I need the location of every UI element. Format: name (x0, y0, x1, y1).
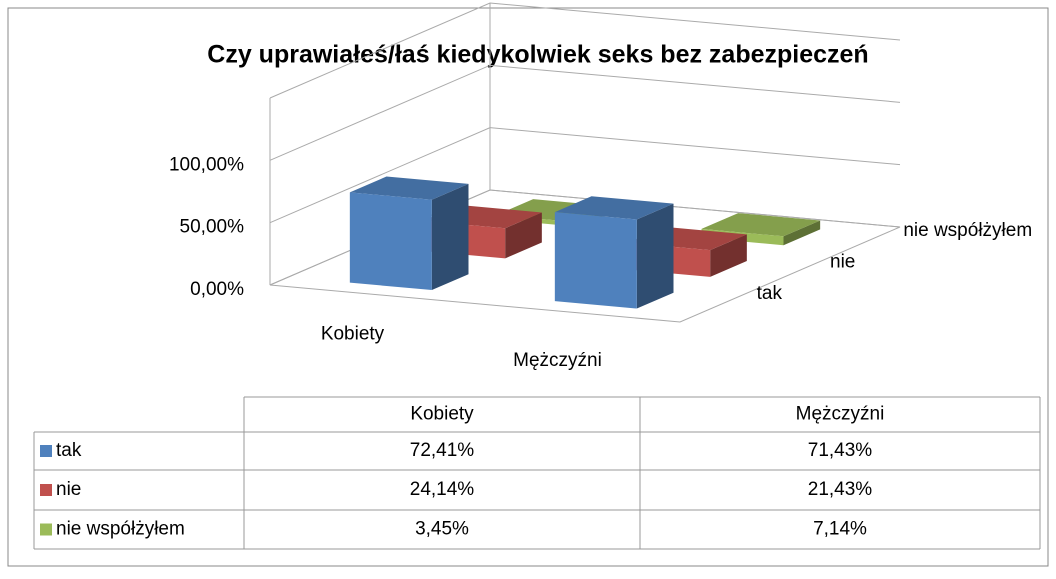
legend-label: tak (56, 440, 82, 461)
table-header: Mężczyźni (796, 404, 885, 425)
y-tick-label: 50,00% (180, 217, 245, 238)
legend-label: nie (56, 479, 81, 500)
bar-side (783, 220, 821, 246)
legend-swatch (40, 445, 52, 457)
table-value: 3,45% (415, 519, 469, 540)
table-header: Kobiety (410, 404, 474, 425)
table-value: 21,43% (808, 479, 873, 500)
table-value: 72,41% (410, 440, 475, 461)
grid-line (269, 64, 901, 161)
legend-label: nie współżyłem (56, 519, 185, 540)
table-value: 7,14% (813, 519, 867, 540)
table-value: 71,43% (808, 440, 873, 461)
wall-edge (269, 2, 901, 99)
y-tick-label: 100,00% (169, 154, 244, 175)
bar (349, 192, 432, 291)
depth-label: nie współżyłem (903, 220, 1032, 241)
y-tick-label: 0,00% (190, 279, 244, 300)
depth-label: tak (757, 283, 783, 304)
x-tick-label: Mężczyźni (513, 350, 602, 371)
grid-line (269, 189, 901, 286)
grid-line (269, 127, 901, 224)
x-tick-label: Kobiety (321, 323, 385, 344)
table-value: 24,14% (410, 479, 475, 500)
bar-side (636, 203, 674, 309)
chart-frame (7, 7, 1049, 567)
legend-swatch (40, 484, 52, 496)
bar-top (554, 196, 674, 220)
chart-title: Czy uprawiałeś/łaś kiedykolwiek seks bez… (207, 41, 868, 69)
legend-swatch (40, 523, 52, 536)
bar-side (710, 234, 747, 277)
depth-label: nie (830, 252, 855, 273)
bar (554, 212, 637, 309)
bar-side (505, 212, 542, 259)
bar-side (431, 183, 469, 291)
bar-top (349, 176, 469, 200)
bar-top (701, 213, 821, 237)
